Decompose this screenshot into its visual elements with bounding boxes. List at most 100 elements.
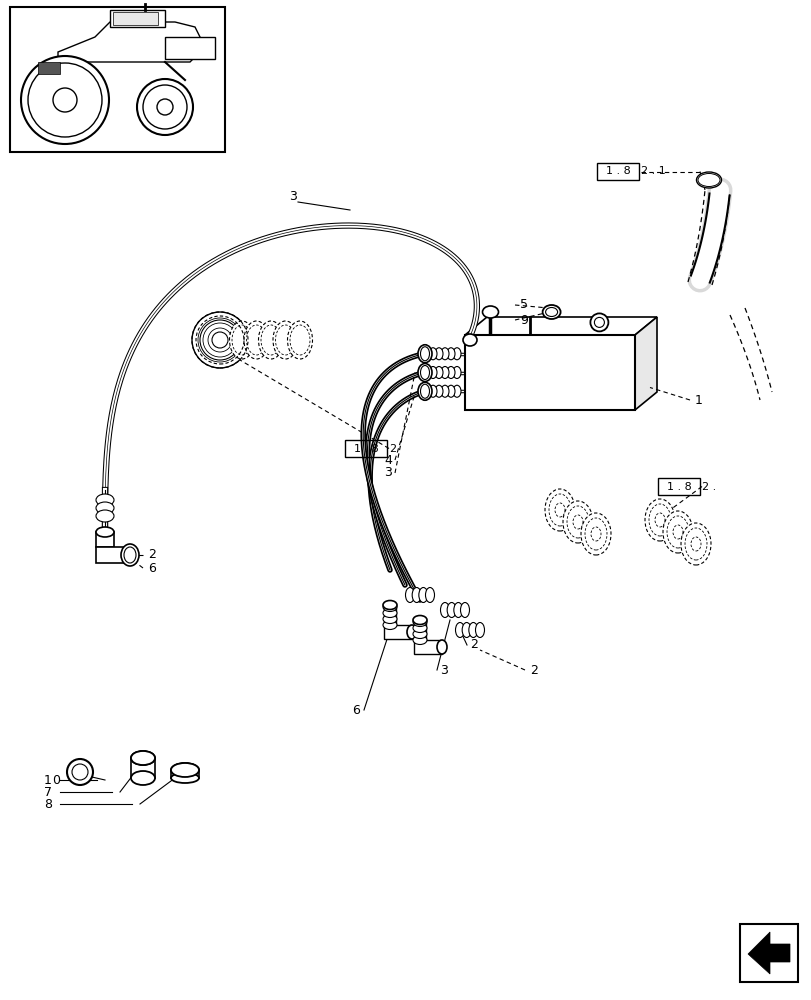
Ellipse shape (581, 513, 610, 555)
Ellipse shape (440, 348, 448, 360)
Polygon shape (634, 317, 656, 410)
Circle shape (137, 79, 193, 135)
Ellipse shape (425, 587, 434, 602)
Ellipse shape (258, 321, 283, 359)
Ellipse shape (131, 751, 155, 765)
Ellipse shape (446, 385, 454, 397)
Polygon shape (465, 317, 656, 335)
Circle shape (28, 63, 102, 137)
Bar (345, 440, 387, 457)
Ellipse shape (124, 547, 135, 563)
Ellipse shape (290, 325, 310, 355)
Ellipse shape (428, 348, 436, 360)
Text: 5: 5 (519, 298, 527, 312)
Bar (657, 478, 699, 495)
Polygon shape (96, 547, 124, 563)
Ellipse shape (436, 640, 446, 654)
Ellipse shape (96, 510, 114, 522)
Polygon shape (384, 605, 396, 625)
Ellipse shape (405, 587, 414, 602)
Text: 2: 2 (470, 639, 478, 652)
Polygon shape (131, 758, 155, 778)
Text: 6: 6 (148, 562, 156, 574)
Ellipse shape (548, 494, 570, 526)
Ellipse shape (440, 602, 449, 617)
Text: 7: 7 (44, 786, 52, 798)
Ellipse shape (462, 334, 476, 346)
Ellipse shape (247, 325, 266, 355)
Text: 3: 3 (289, 190, 297, 204)
Polygon shape (109, 10, 165, 27)
Ellipse shape (453, 348, 461, 360)
Polygon shape (96, 532, 114, 547)
Ellipse shape (413, 624, 427, 633)
Ellipse shape (663, 511, 692, 553)
Text: 2: 2 (388, 444, 396, 454)
Ellipse shape (413, 630, 427, 639)
Polygon shape (747, 932, 789, 974)
Polygon shape (113, 12, 158, 25)
Ellipse shape (243, 321, 268, 359)
Ellipse shape (461, 622, 470, 638)
Text: 3: 3 (384, 466, 392, 480)
Ellipse shape (447, 602, 456, 617)
Ellipse shape (418, 345, 431, 363)
Bar (739, 924, 797, 982)
Ellipse shape (287, 321, 312, 359)
Ellipse shape (475, 622, 484, 638)
Bar (465, 335, 634, 410)
Ellipse shape (440, 385, 448, 397)
Polygon shape (165, 37, 215, 59)
Text: 3: 3 (440, 664, 448, 676)
Ellipse shape (554, 503, 564, 517)
Ellipse shape (413, 617, 427, 626)
Ellipse shape (460, 602, 469, 617)
Ellipse shape (666, 516, 689, 548)
Ellipse shape (545, 308, 557, 316)
Ellipse shape (440, 366, 448, 378)
Ellipse shape (566, 506, 588, 538)
Text: 1 . 8: 1 . 8 (666, 482, 690, 491)
Circle shape (143, 85, 187, 129)
Ellipse shape (418, 587, 427, 602)
Ellipse shape (453, 602, 462, 617)
Ellipse shape (680, 523, 710, 565)
Ellipse shape (435, 385, 443, 397)
Ellipse shape (171, 763, 199, 777)
Ellipse shape (644, 499, 674, 541)
Ellipse shape (542, 305, 560, 319)
Ellipse shape (544, 489, 574, 531)
Bar (596, 163, 638, 180)
Ellipse shape (383, 620, 397, 630)
Ellipse shape (412, 587, 421, 602)
Text: 4: 4 (384, 454, 392, 466)
Ellipse shape (590, 527, 600, 541)
Ellipse shape (690, 537, 700, 551)
Ellipse shape (435, 366, 443, 378)
Polygon shape (58, 22, 204, 62)
Circle shape (200, 320, 240, 360)
Text: 9: 9 (519, 314, 527, 326)
Ellipse shape (697, 174, 719, 186)
Ellipse shape (383, 600, 397, 609)
Ellipse shape (453, 385, 461, 397)
Circle shape (590, 313, 607, 331)
Ellipse shape (418, 363, 431, 381)
Ellipse shape (383, 608, 397, 617)
Ellipse shape (648, 504, 670, 536)
Ellipse shape (413, 615, 427, 624)
Text: 1: 1 (44, 774, 52, 786)
Ellipse shape (272, 321, 298, 359)
Ellipse shape (420, 347, 429, 361)
Ellipse shape (420, 365, 429, 379)
Ellipse shape (131, 751, 155, 765)
Ellipse shape (453, 366, 461, 378)
Text: 1 . 8: 1 . 8 (353, 444, 378, 454)
Bar (10, 7, 225, 152)
Ellipse shape (446, 348, 454, 360)
Ellipse shape (428, 385, 436, 397)
Ellipse shape (584, 518, 607, 550)
Ellipse shape (420, 384, 429, 398)
Ellipse shape (171, 763, 199, 777)
Text: 1 . 8: 1 . 8 (605, 166, 629, 176)
